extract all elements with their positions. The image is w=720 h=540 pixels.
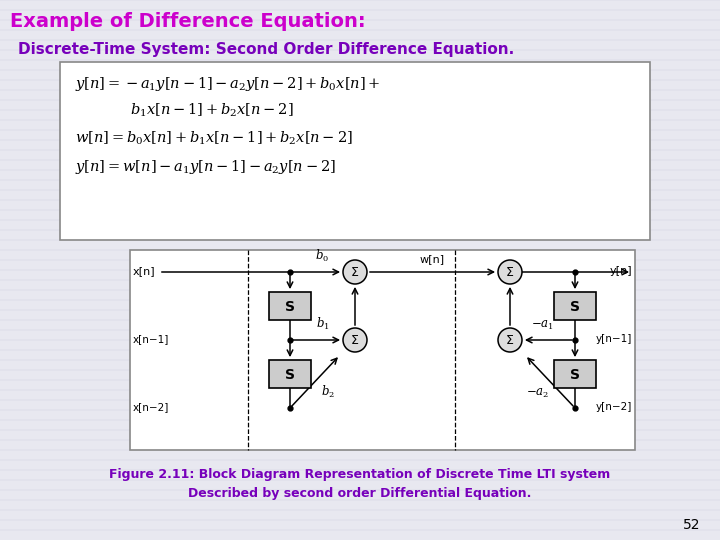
Circle shape xyxy=(498,260,522,284)
Circle shape xyxy=(343,260,367,284)
Text: $\Sigma$: $\Sigma$ xyxy=(351,267,359,280)
Text: Figure 2.11: Block Diagram Representation of Discrete Time LTI system: Figure 2.11: Block Diagram Representatio… xyxy=(109,468,611,481)
Text: S: S xyxy=(570,300,580,314)
FancyBboxPatch shape xyxy=(130,250,635,450)
Text: 52: 52 xyxy=(683,518,700,532)
Circle shape xyxy=(343,328,367,352)
FancyBboxPatch shape xyxy=(554,292,596,320)
Text: $b_0$: $b_0$ xyxy=(315,248,330,264)
Text: S: S xyxy=(570,368,580,382)
Text: $-a_1$: $-a_1$ xyxy=(531,319,554,332)
Text: x[n−1]: x[n−1] xyxy=(133,334,169,344)
Text: $\Sigma$: $\Sigma$ xyxy=(351,334,359,348)
Text: x[n−2]: x[n−2] xyxy=(133,402,169,412)
Text: $\Sigma$: $\Sigma$ xyxy=(505,334,515,348)
Text: Discrete-Time System: Second Order Difference Equation.: Discrete-Time System: Second Order Diffe… xyxy=(18,42,514,57)
Text: $b_2$: $b_2$ xyxy=(320,384,335,400)
Text: y[n−2]: y[n−2] xyxy=(595,402,632,412)
Text: $y[n] = w[n] - a_1 y[n-1] - a_2 y[n-2]$: $y[n] = w[n] - a_1 y[n-1] - a_2 y[n-2]$ xyxy=(75,158,336,176)
Text: Example of Difference Equation:: Example of Difference Equation: xyxy=(10,12,366,31)
Text: $y[n] = -a_1 y[n-1] - a_2 y[n-2] + b_0 x[n] +$: $y[n] = -a_1 y[n-1] - a_2 y[n-2] + b_0 x… xyxy=(75,75,380,93)
Circle shape xyxy=(498,328,522,352)
Text: S: S xyxy=(285,300,295,314)
Text: $-a_2$: $-a_2$ xyxy=(526,387,549,400)
Text: Described by second order Differential Equation.: Described by second order Differential E… xyxy=(189,487,531,500)
FancyBboxPatch shape xyxy=(269,360,311,388)
FancyBboxPatch shape xyxy=(60,62,650,240)
Text: $w[n] = b_0 x[n] + b_1 x[n-1] + b_2 x[n-2]$: $w[n] = b_0 x[n] + b_1 x[n-1] + b_2 x[n-… xyxy=(75,130,353,147)
Text: y[n]: y[n] xyxy=(609,266,632,276)
FancyBboxPatch shape xyxy=(269,292,311,320)
Text: x[n]: x[n] xyxy=(133,266,156,276)
FancyBboxPatch shape xyxy=(554,360,596,388)
Text: $b_1$: $b_1$ xyxy=(315,316,329,332)
Text: $\Sigma$: $\Sigma$ xyxy=(505,267,515,280)
Text: $b_1 x[n-1] + b_2 x[n-2]$: $b_1 x[n-1] + b_2 x[n-2]$ xyxy=(130,102,294,119)
Text: w[n]: w[n] xyxy=(420,254,445,264)
Text: y[n−1]: y[n−1] xyxy=(595,334,632,344)
Text: S: S xyxy=(285,368,295,382)
